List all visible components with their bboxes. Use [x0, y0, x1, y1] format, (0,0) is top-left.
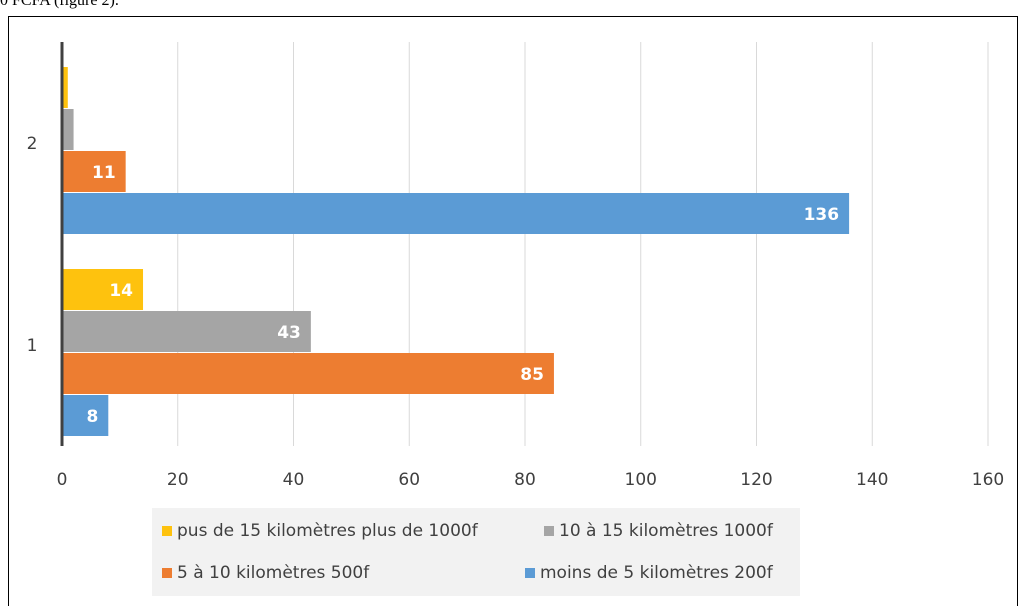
y-category-label: 2: [27, 134, 38, 154]
data-label: 136: [804, 205, 840, 225]
legend-swatch-orange: [162, 568, 172, 578]
bar: [62, 395, 109, 436]
bar: [62, 109, 74, 150]
caption-text: 0 FCFA (figure 2).: [0, 0, 119, 9]
bar: [62, 269, 144, 310]
legend: pus de 15 kilomètres plus de 1000f 10 à …: [152, 508, 800, 596]
legend-item-over-15km: pus de 15 kilomètres plus de 1000f: [162, 521, 478, 541]
x-tick-label: 100: [625, 470, 657, 490]
x-tick-label: 140: [856, 470, 888, 490]
legend-item-under-5km: moins de 5 kilomètres 200f: [525, 563, 773, 583]
x-tick-label: 80: [514, 470, 536, 490]
legend-swatch-gray: [544, 526, 554, 536]
legend-swatch-blue: [525, 568, 535, 578]
data-label: 85: [520, 365, 544, 385]
data-label: 43: [277, 323, 301, 343]
x-tick-label: 120: [740, 470, 772, 490]
bar: [62, 151, 126, 192]
legend-label: pus de 15 kilomètres plus de 1000f: [177, 521, 478, 541]
x-tick-label: 20: [167, 470, 189, 490]
legend-label: 5 à 10 kilomètres 500f: [177, 563, 370, 583]
x-tick-label: 40: [283, 470, 305, 490]
bar: [62, 311, 311, 352]
y-axis-categories: 12: [27, 134, 38, 356]
legend-item-10-15km: 10 à 15 kilomètres 1000f: [544, 521, 773, 541]
data-label: 14: [109, 281, 133, 301]
legend-label: 10 à 15 kilomètres 1000f: [559, 521, 773, 541]
bar: [62, 67, 68, 108]
data-label: 8: [86, 407, 98, 427]
legend-label: moins de 5 kilomètres 200f: [540, 563, 773, 583]
x-tick-label: 160: [972, 470, 1004, 490]
bars: [62, 67, 850, 436]
chart-frame: [8, 16, 1018, 606]
bar: [62, 353, 554, 394]
data-label: 11: [92, 163, 116, 183]
x-axis-ticks: 0 20 40 60 80 100 120 140 160: [57, 470, 1005, 490]
legend-swatch-yellow: [162, 526, 172, 536]
bar: [62, 193, 850, 234]
legend-item-5-10km: 5 à 10 kilomètres 500f: [162, 563, 369, 583]
x-tick-label: 0: [57, 470, 68, 490]
y-category-label: 1: [27, 336, 38, 356]
x-tick-label: 60: [398, 470, 420, 490]
data-labels: 8 85 43 14 136 11: [86, 163, 839, 427]
